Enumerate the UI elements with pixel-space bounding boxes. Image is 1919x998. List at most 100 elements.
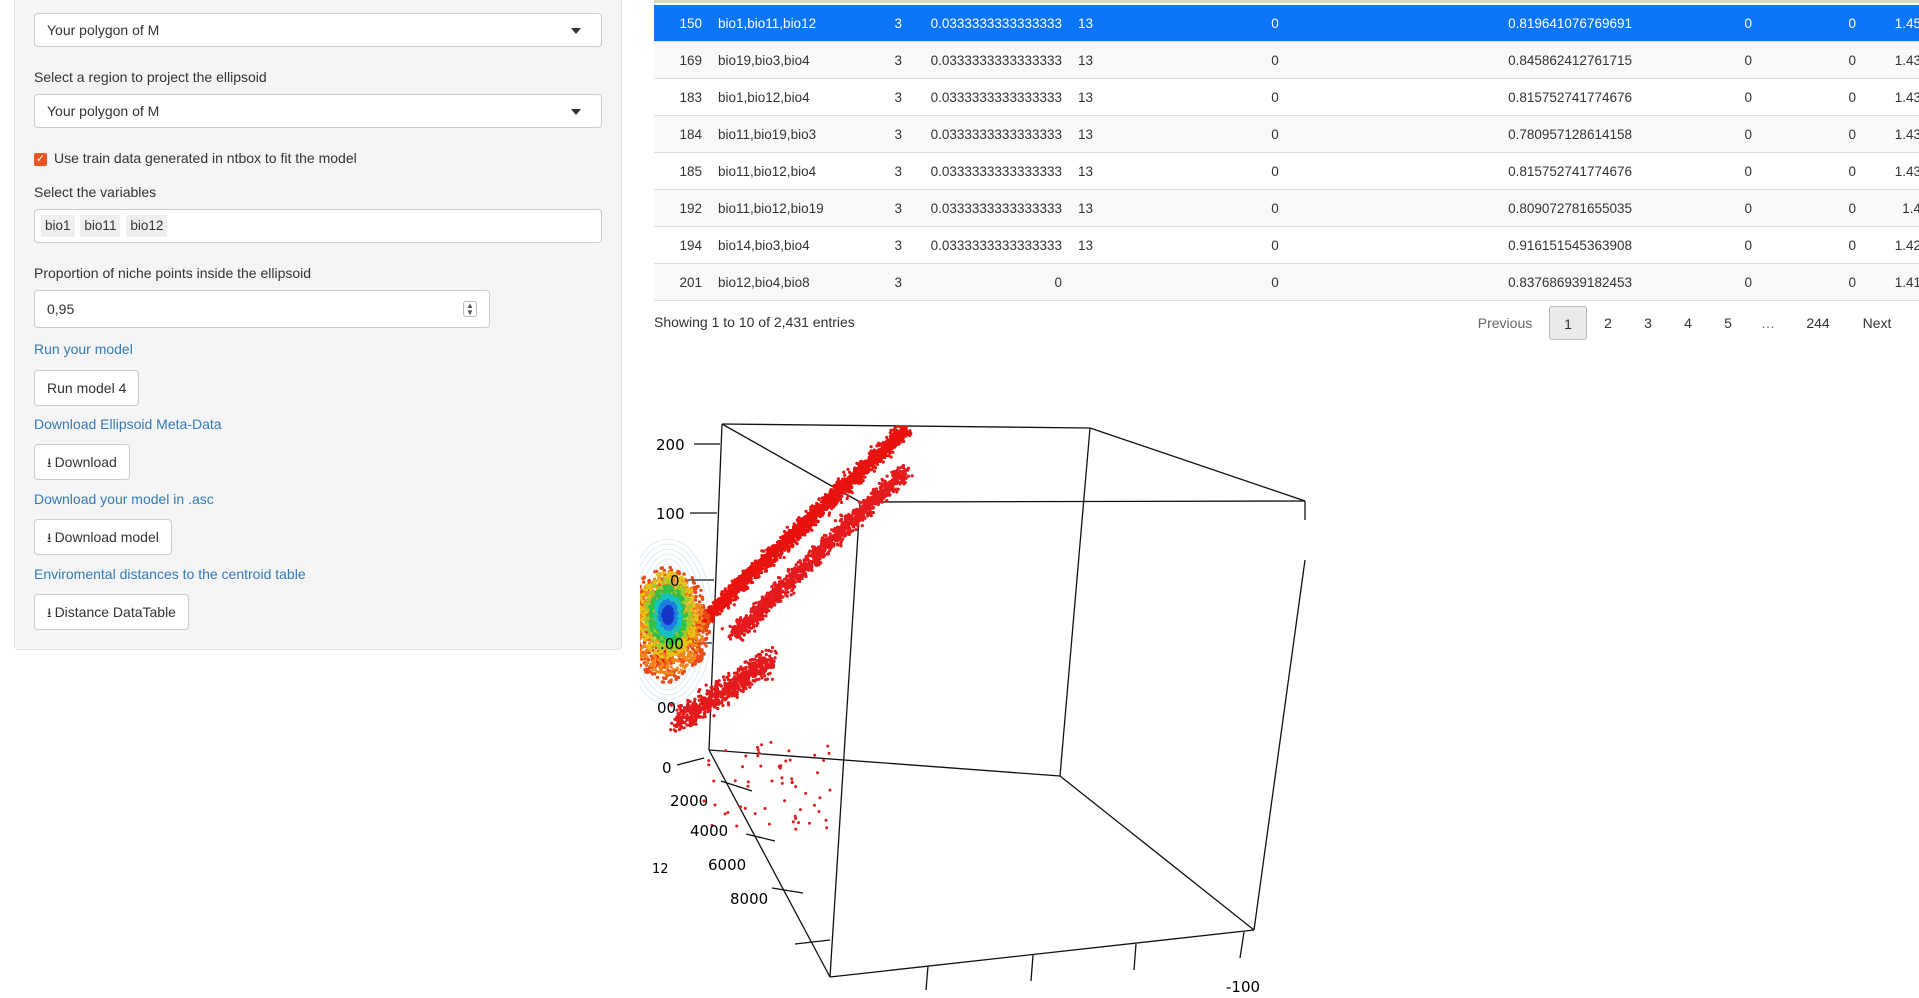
pagination-page[interactable]: 1	[1549, 306, 1587, 340]
data-point	[837, 530, 841, 534]
table-row[interactable]: 185 bio11,bio12,bio4 3 0.0333333333333333 13…	[654, 152, 1919, 190]
data-point	[742, 633, 746, 637]
data-point	[744, 686, 748, 691]
pagination-page[interactable]: 5	[1724, 315, 1732, 331]
table-cell: 0	[1130, 78, 1420, 116]
data-point	[742, 578, 747, 582]
table-cell: 0	[1640, 41, 1760, 79]
data-point	[699, 588, 703, 592]
table-row[interactable]: 169 bio19,bio3,bio4 3 0.0333333333333333 13 0…	[654, 41, 1919, 79]
data-point	[745, 576, 750, 580]
data-point	[825, 506, 830, 510]
data-point	[755, 624, 759, 628]
data-point	[692, 700, 697, 704]
data-point	[858, 515, 862, 519]
data-point	[820, 536, 825, 540]
distance-datatable-button[interactable]: ⭳ Distance DataTable	[34, 594, 189, 630]
data-point	[869, 445, 873, 449]
data-point	[852, 477, 857, 482]
variables-input[interactable]: bio1 bio11 bio12	[34, 209, 602, 243]
polygon-select[interactable]: Your polygon of M	[34, 13, 602, 47]
table-cell: 0.0333333333333333	[910, 78, 1070, 116]
data-point	[874, 502, 878, 506]
ellipsoid-3d-plot[interactable]: 200 100 0 .00 00 0 2000 4000 6000 8000 1…	[640, 400, 1320, 998]
data-point	[733, 779, 737, 783]
data-point	[810, 519, 814, 523]
data-point	[748, 685, 752, 689]
table-row[interactable]: 183 bio1,bio12,bio4 3 0.0333333333333333 13 0…	[654, 78, 1919, 116]
pagination-page[interactable]: 4	[1684, 315, 1692, 331]
data-point	[833, 486, 838, 490]
train-data-checkbox[interactable]: ✓	[34, 153, 47, 166]
data-point	[816, 771, 819, 775]
data-point	[760, 743, 764, 747]
data-point	[879, 489, 883, 493]
data-point	[686, 717, 690, 721]
table-cell: bio14,bio3,bio4	[710, 226, 870, 264]
data-point	[829, 545, 833, 550]
table-cell: 13	[1070, 226, 1130, 264]
variable-tag[interactable]: bio1	[41, 215, 75, 237]
run-model-button[interactable]: Run model 4	[34, 370, 140, 406]
data-point	[767, 648, 771, 653]
data-point	[897, 438, 901, 442]
project-region-select[interactable]: Your polygon of M	[34, 94, 602, 128]
download-button[interactable]: ⭳ Download	[34, 444, 130, 480]
data-point	[838, 519, 842, 523]
download-model-link[interactable]: Download your model in .asc	[34, 491, 214, 507]
data-point	[789, 593, 793, 597]
pagination-next[interactable]: Next	[1862, 315, 1892, 331]
pagination-page[interactable]: 2	[1604, 315, 1612, 331]
download-model-button[interactable]: ⭳ Download model	[34, 519, 172, 555]
data-point	[838, 537, 842, 541]
data-point	[861, 511, 865, 515]
data-point	[793, 566, 797, 570]
table-row[interactable]: 192 bio11,bio12,bio19 3 0.0333333333333333 1…	[654, 189, 1919, 227]
pagination-previous[interactable]: Previous	[1477, 315, 1533, 331]
data-point	[707, 759, 711, 763]
data-point	[887, 489, 891, 493]
run-model-link[interactable]: Run your model	[34, 341, 133, 357]
data-point	[833, 519, 837, 523]
table-cell	[1070, 263, 1130, 301]
table-row[interactable]: 194 bio14,bio3,bio4 3 0.0333333333333333 13 0…	[654, 226, 1919, 264]
proportion-input[interactable]: 0,95 ▲ ▼	[34, 290, 490, 328]
data-point	[889, 428, 893, 432]
data-point	[759, 609, 763, 614]
table-cell: 0	[1640, 115, 1760, 153]
pagination-page[interactable]: 244	[1806, 315, 1830, 331]
table-row[interactable]: 201 bio12,bio4,bio8 3 0 0 0.837686939182453 0 0…	[654, 263, 1919, 301]
table-cell: 0.837686939182453	[1420, 263, 1640, 301]
data-point	[715, 702, 719, 706]
data-point	[783, 544, 787, 548]
data-point	[731, 598, 735, 602]
data-point	[678, 719, 683, 724]
data-point	[896, 430, 900, 434]
table-cell: bio1,bio12,bio4	[710, 78, 870, 116]
data-point	[826, 744, 830, 748]
pagination-page[interactable]: 3	[1644, 315, 1652, 331]
data-point	[769, 564, 773, 568]
data-point	[843, 473, 847, 477]
data-point	[857, 508, 861, 512]
download-metadata-link[interactable]: Download Ellipsoid Meta-Data	[34, 416, 222, 432]
data-point	[707, 608, 711, 612]
data-point	[832, 503, 836, 507]
data-point	[780, 582, 784, 586]
table-row[interactable]: 150 bio1,bio11,bio12 3 0.0333333333333333 13…	[654, 5, 1919, 42]
variable-tag[interactable]: bio12	[126, 215, 168, 237]
spinner-icon[interactable]: ▲ ▼	[463, 301, 477, 317]
variable-tag[interactable]: bio11	[80, 215, 121, 237]
data-point	[791, 587, 795, 591]
data-point	[881, 445, 885, 449]
table-cell: 185	[654, 152, 710, 190]
data-point	[872, 464, 876, 468]
data-point	[760, 650, 764, 654]
data-point	[828, 788, 832, 792]
data-point	[810, 554, 814, 558]
data-point	[773, 656, 777, 660]
proportion-label: Proportion of niche points inside the el…	[34, 265, 312, 281]
table-row[interactable]: 184 bio11,bio19,bio3 3 0.0333333333333333 13…	[654, 115, 1919, 153]
data-point	[692, 715, 696, 719]
distances-link[interactable]: Enviromental distances to the centroid t…	[34, 566, 306, 582]
